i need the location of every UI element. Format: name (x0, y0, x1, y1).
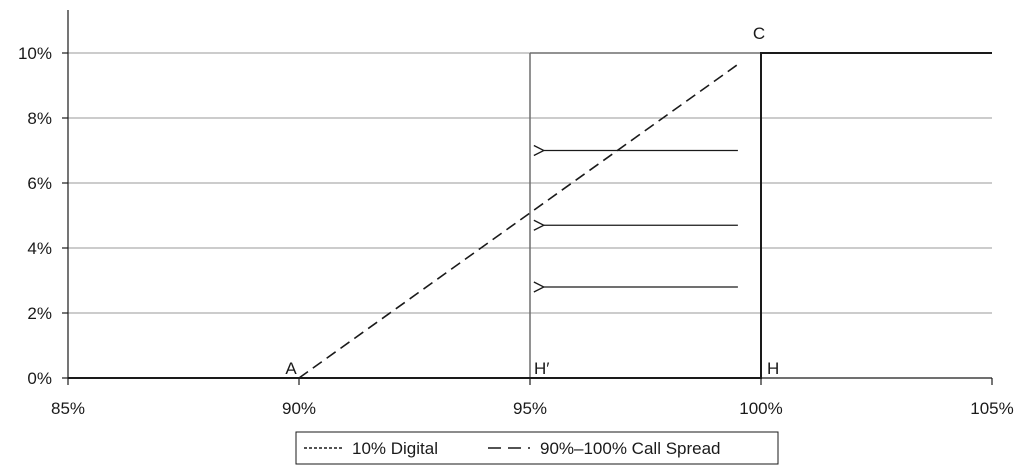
annotations: A H′ H C (285, 24, 779, 378)
annotation-label: C (753, 24, 765, 43)
x-tick-label: 100% (739, 399, 782, 418)
series-digital-line (68, 52, 992, 379)
y-tick-label: 0% (27, 369, 52, 388)
y-tick-label: 4% (27, 239, 52, 258)
x-tick-label: 105% (970, 399, 1013, 418)
legend-label-call-spread: 90%–100% Call Spread (540, 439, 721, 458)
y-tick-label: 2% (27, 304, 52, 323)
legend-box (295, 431, 779, 465)
y-tick-label: 10% (18, 44, 52, 63)
axes (62, 10, 993, 385)
annotation-label: H′ (534, 359, 549, 378)
legend: 10% Digital 90%–100% Call Spread (295, 431, 779, 465)
tick-labels: 0% 2% 4% 6% 8% 10% 85% 90% 95% 100% 105% (18, 44, 1014, 418)
y-tick-label: 8% (27, 109, 52, 128)
series-lines (68, 52, 992, 379)
x-tick-label: 85% (51, 399, 85, 418)
y-tick-label: 6% (27, 174, 52, 193)
annotation-label: A (285, 359, 297, 378)
shift-arrows (544, 151, 738, 288)
x-tick-label: 90% (282, 399, 316, 418)
x-tick-label: 95% (513, 399, 547, 418)
series-call-spread-line (298, 63, 739, 379)
legend-label-digital: 10% Digital (352, 439, 438, 458)
annotation-label: H (767, 359, 779, 378)
